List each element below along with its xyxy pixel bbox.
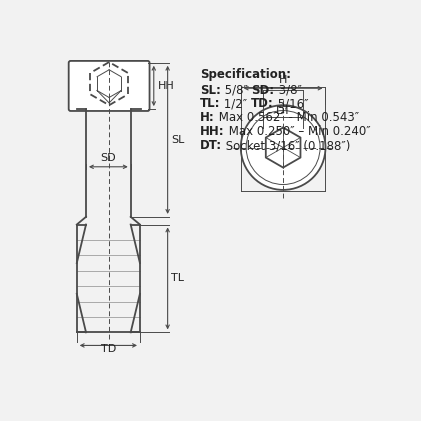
Text: TD:: TD: <box>251 98 274 110</box>
Text: H: H <box>279 75 287 85</box>
Text: HH: HH <box>157 81 174 91</box>
Text: 5/16″: 5/16″ <box>274 98 309 110</box>
FancyBboxPatch shape <box>69 61 149 111</box>
Text: SD: SD <box>101 153 116 163</box>
Text: SL:: SL: <box>200 84 221 97</box>
Text: TL: TL <box>171 274 184 283</box>
Text: 1/2″: 1/2″ <box>221 98 251 110</box>
Text: SL: SL <box>171 135 185 145</box>
Text: Max 0.562″ - Min 0.543″: Max 0.562″ - Min 0.543″ <box>215 111 359 124</box>
Text: TL:: TL: <box>200 98 221 110</box>
Text: Max 0.250″ – Min 0.240″: Max 0.250″ – Min 0.240″ <box>224 125 370 138</box>
Text: Specification:: Specification: <box>200 68 291 81</box>
Circle shape <box>241 105 325 190</box>
Text: 5/8″: 5/8″ <box>221 84 251 97</box>
Text: H:: H: <box>200 111 215 124</box>
Text: DT: DT <box>275 106 291 116</box>
Text: HH:: HH: <box>200 125 224 138</box>
Text: SD:: SD: <box>251 84 274 97</box>
Text: Socket 3/16″ (0.188″): Socket 3/16″ (0.188″) <box>222 139 350 152</box>
Text: 3/8″: 3/8″ <box>274 84 301 97</box>
Text: DT:: DT: <box>200 139 222 152</box>
Text: TD: TD <box>101 344 116 354</box>
